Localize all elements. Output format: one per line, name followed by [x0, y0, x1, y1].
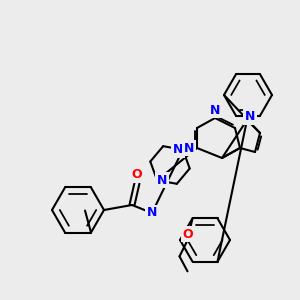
Text: N: N [210, 103, 220, 116]
Text: O: O [132, 169, 142, 182]
Text: N: N [184, 142, 194, 154]
Text: N: N [245, 110, 255, 124]
Text: N: N [173, 143, 183, 156]
Text: N: N [157, 174, 167, 187]
Text: O: O [182, 228, 193, 241]
Text: N: N [147, 206, 157, 220]
